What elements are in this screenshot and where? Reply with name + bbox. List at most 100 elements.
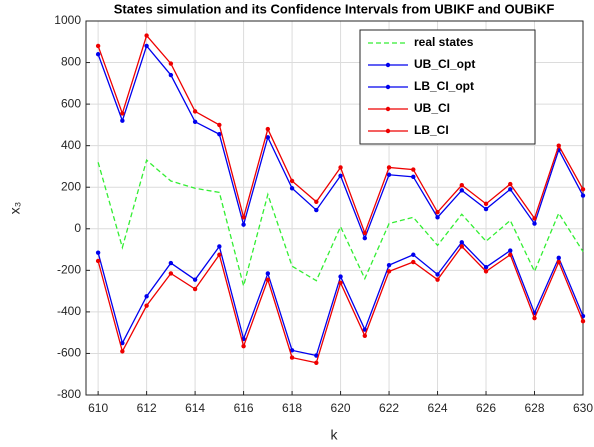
- data-point: [168, 271, 174, 276]
- data-point: [435, 215, 440, 220]
- data-point: [289, 178, 295, 184]
- data-point: [289, 355, 295, 360]
- x-tick-label: 628: [524, 401, 544, 415]
- data-point: [411, 167, 416, 172]
- series-line: [97, 159, 584, 289]
- data-point: [386, 269, 392, 274]
- data-point: [556, 255, 561, 261]
- data-point: [241, 215, 246, 220]
- x-tick-label: 622: [379, 401, 399, 415]
- data-point: [168, 61, 174, 66]
- data-point: [314, 360, 319, 365]
- data-point: [459, 182, 464, 188]
- x-tick-label: 616: [234, 401, 254, 415]
- data-point: [95, 43, 101, 49]
- data-point: [338, 173, 343, 178]
- data-point: [362, 333, 368, 338]
- y-tick-label: 800: [61, 55, 81, 69]
- x-tick-label: 614: [185, 401, 205, 415]
- data-point: [217, 244, 222, 249]
- data-point: [241, 222, 246, 227]
- x-tick-label: 612: [137, 401, 157, 415]
- data-point: [483, 265, 489, 270]
- data-point: [459, 188, 464, 193]
- legend-marker: [385, 84, 391, 90]
- x-tick-label: 626: [476, 401, 496, 415]
- x-axis-label: k: [331, 427, 339, 443]
- data-point: [386, 262, 392, 268]
- data-point: [120, 118, 125, 123]
- x-tick-label: 618: [282, 401, 302, 415]
- data-point: [120, 111, 125, 116]
- data-point: [532, 221, 537, 226]
- data-point: [144, 43, 149, 49]
- data-point: [362, 235, 368, 241]
- data-point: [435, 277, 440, 282]
- data-point: [532, 315, 537, 321]
- data-point: [483, 206, 489, 212]
- data-point: [192, 286, 198, 292]
- data-point: [435, 209, 440, 215]
- x-tick-label: 620: [331, 401, 351, 415]
- data-point: [217, 252, 222, 257]
- x-tick-label: 630: [573, 401, 593, 415]
- y-tick-label: 1000: [54, 13, 81, 27]
- data-point: [265, 126, 271, 132]
- data-point: [192, 277, 198, 282]
- data-point: [314, 207, 319, 213]
- data-point: [168, 72, 174, 78]
- data-point: [386, 165, 392, 170]
- data-point: [338, 274, 343, 279]
- data-point: [192, 119, 198, 124]
- legend-label: LB_CI_opt: [414, 79, 474, 93]
- data-point: [241, 343, 246, 349]
- data-point: [411, 252, 416, 257]
- data-point: [120, 349, 125, 354]
- legend-marker: [385, 128, 391, 134]
- y-tick-label: -800: [57, 387, 81, 401]
- data-point: [483, 201, 489, 207]
- legend-marker: [385, 62, 391, 68]
- y-tick-label: 400: [61, 138, 81, 152]
- x-tick-label: 610: [88, 401, 108, 415]
- legend-label: UB_CI_opt: [414, 57, 475, 71]
- y-tick-label: 0: [74, 221, 81, 235]
- plot-frame: [85, 20, 584, 396]
- y-tick-label: -600: [57, 346, 81, 360]
- data-point: [580, 319, 586, 324]
- y-axis-label: x₃: [7, 202, 23, 215]
- legend-label: LB_CI: [414, 123, 449, 137]
- legend-label: real states: [414, 35, 474, 49]
- data-point: [411, 174, 416, 180]
- y-tick-label: 600: [61, 96, 81, 110]
- data-point: [435, 272, 440, 277]
- y-tick-label: -400: [57, 304, 81, 318]
- data-point: [289, 348, 295, 353]
- data-point: [508, 252, 513, 257]
- data-point: [411, 259, 416, 265]
- x-tick-label: 624: [428, 401, 448, 415]
- data-point: [532, 216, 537, 221]
- data-point: [265, 271, 271, 276]
- data-point: [386, 172, 392, 177]
- data-point: [556, 143, 561, 148]
- data-point: [580, 193, 586, 198]
- data-point: [217, 122, 222, 128]
- data-point: [144, 33, 149, 38]
- data-point: [314, 199, 319, 204]
- data-point: [168, 260, 174, 266]
- data-point: [459, 244, 464, 249]
- data-point: [95, 258, 101, 264]
- data-point: [338, 165, 343, 170]
- y-tick-label: -200: [57, 263, 81, 277]
- data-point: [508, 187, 513, 192]
- data-point: [338, 280, 343, 285]
- legend-marker: [385, 106, 391, 112]
- data-point: [265, 277, 271, 282]
- data-point: [362, 327, 368, 332]
- chart-title: States simulation and its Confidence Int…: [114, 1, 555, 16]
- data-point: [362, 230, 368, 236]
- data-point: [217, 132, 222, 137]
- data-point: [289, 186, 295, 191]
